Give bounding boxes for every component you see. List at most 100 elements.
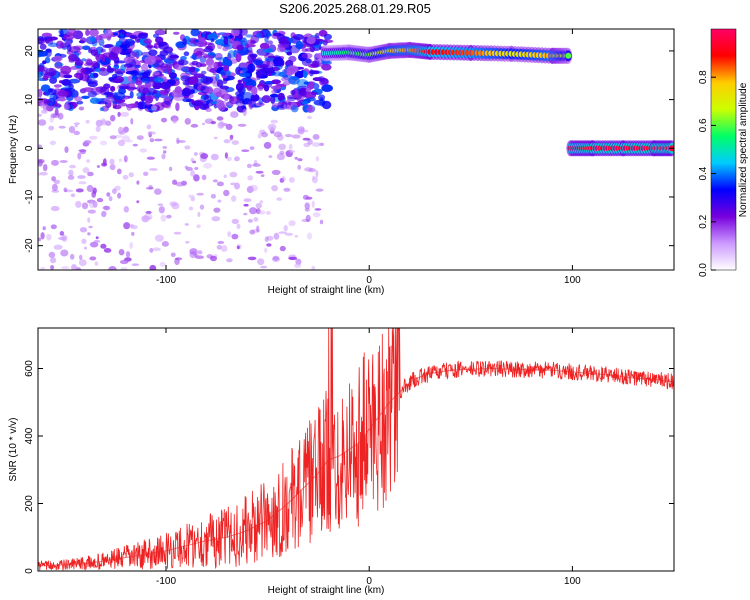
- spectrogram-cell: [60, 65, 72, 75]
- spectrogram-cell: [267, 123, 277, 131]
- spectrogram-cell: [68, 53, 78, 61]
- y-tick-label: 10: [24, 94, 35, 106]
- spectrogram-cell: [276, 104, 287, 110]
- spectrogram-cell: [305, 214, 311, 222]
- snr-axes: -100 0 100 0 200 400 600 Height of straight lin…: [8, 328, 674, 596]
- spectrogram-cell: [203, 55, 214, 59]
- spectrogram-cell: [266, 60, 271, 66]
- spectrogram-cell: [89, 97, 101, 104]
- spectrogram-cell: [51, 189, 60, 193]
- spectrogram-cell: [252, 163, 261, 167]
- spectrogram-cell: [323, 33, 332, 40]
- spectrogram-cell: [87, 232, 91, 236]
- spectrogram-cell: [75, 188, 84, 193]
- spectrogram-cell: [173, 31, 180, 35]
- spectrogram-cell: [102, 205, 109, 210]
- spectrogram-cell: [81, 202, 89, 210]
- spectrogram-cell: [63, 74, 73, 79]
- spectrogram-cell: [206, 65, 213, 72]
- spectrogram-cell: [218, 60, 223, 69]
- spectrogram-cell: [243, 198, 252, 203]
- spectrogram-cell: [75, 74, 81, 79]
- spectrogram-cell: [216, 79, 224, 88]
- spectrogram-cell: [103, 96, 115, 103]
- spectrogram-cell: [290, 32, 296, 39]
- spectrogram-cell: [84, 246, 87, 250]
- spectrogram-cell: [216, 181, 224, 187]
- spectrogram-cell: [312, 77, 323, 82]
- spectrogram-cell: [129, 35, 137, 39]
- spectrogram-cell: [96, 165, 100, 168]
- spectrogram-cell: [161, 241, 169, 247]
- spectrogram-cell: [88, 135, 98, 140]
- spectrogram-cell: [216, 244, 222, 250]
- spectrogram-cell: [129, 90, 134, 99]
- spectrogram-cell: [110, 85, 116, 92]
- spectrogram-cell: [79, 227, 88, 233]
- spectrogram-cell: [92, 201, 98, 208]
- spectrogram-cell: [95, 125, 101, 132]
- spectrogram-cell: [207, 33, 219, 41]
- spectrogram-cell: [42, 75, 49, 81]
- spectrogram-cell: [205, 107, 212, 112]
- spectrogram-cell: [281, 69, 287, 75]
- spectrogram-cell: [282, 81, 291, 86]
- spectrogram-cell: [260, 265, 268, 269]
- spectrogram-cell: [51, 176, 56, 182]
- spectrogram-cell: [216, 116, 224, 121]
- spectrogram-cell: [223, 139, 231, 144]
- spectrogram-cell: [222, 32, 231, 37]
- spectrogram-cell: [38, 119, 47, 126]
- spectrogram-cell: [311, 176, 318, 184]
- spectrogram-cell: [77, 175, 86, 179]
- spectrogram-cell: [271, 89, 277, 95]
- spectrogram-cell: [83, 140, 92, 144]
- spectrogram-cell: [262, 82, 273, 88]
- spectrogram-cell: [63, 187, 68, 193]
- spectrogram-cell: [266, 67, 275, 74]
- spectrogram-cell: [231, 233, 239, 240]
- spectrogram-cell: [296, 79, 309, 88]
- spectrogram-cell: [53, 84, 62, 88]
- spectrogram-cell: [76, 69, 83, 75]
- spectrogram-cell: [131, 263, 140, 267]
- spectrogram-cell: [230, 182, 237, 186]
- spectrogram-cell: [283, 187, 291, 192]
- spectrogram-cell: [144, 56, 156, 65]
- spectrogram-cell: [201, 122, 205, 126]
- spectrogram-cell: [79, 149, 86, 155]
- spectrogram-cell: [200, 153, 209, 159]
- spectrogram-cell: [51, 183, 58, 191]
- spectrogram-cell: [38, 66, 48, 72]
- spectrogram-cell: [163, 150, 167, 154]
- spectrogram-cell: [223, 174, 227, 179]
- spectrogram-cell: [243, 203, 249, 207]
- spectrogram-cell: [272, 255, 280, 261]
- spectrogram-cell: [109, 158, 115, 165]
- spectrogram-cells: [38, 29, 674, 270]
- spectrogram-cell: [117, 102, 128, 107]
- spectrogram-cell: [89, 256, 97, 261]
- spectrogram-cell: [279, 150, 285, 155]
- spectrogram-cell: [197, 250, 203, 255]
- spectrogram-cell: [251, 86, 258, 96]
- spectrogram-cell: [309, 70, 320, 75]
- ridge-core: [565, 52, 572, 59]
- spectrogram-cell: [142, 71, 151, 78]
- spectrogram-frame: [37, 28, 675, 271]
- spectrogram-cell: [184, 223, 189, 226]
- spectrogram-cell: [269, 93, 279, 98]
- spectrogram-cell: [267, 40, 274, 45]
- spectrogram-cell: [304, 202, 310, 210]
- spectrogram-cell: [258, 97, 264, 105]
- spectrogram-cell: [196, 55, 203, 59]
- spectrogram-cell: [71, 264, 77, 270]
- spectrogram-cell: [227, 50, 236, 59]
- spectrogram-cell: [123, 155, 128, 163]
- spectrogram-cell: [264, 236, 269, 243]
- spectrogram-cell: [58, 125, 66, 129]
- spectrogram-cell: [181, 67, 189, 72]
- spectrogram-cell: [48, 36, 58, 41]
- spectrogram-cell: [310, 91, 319, 95]
